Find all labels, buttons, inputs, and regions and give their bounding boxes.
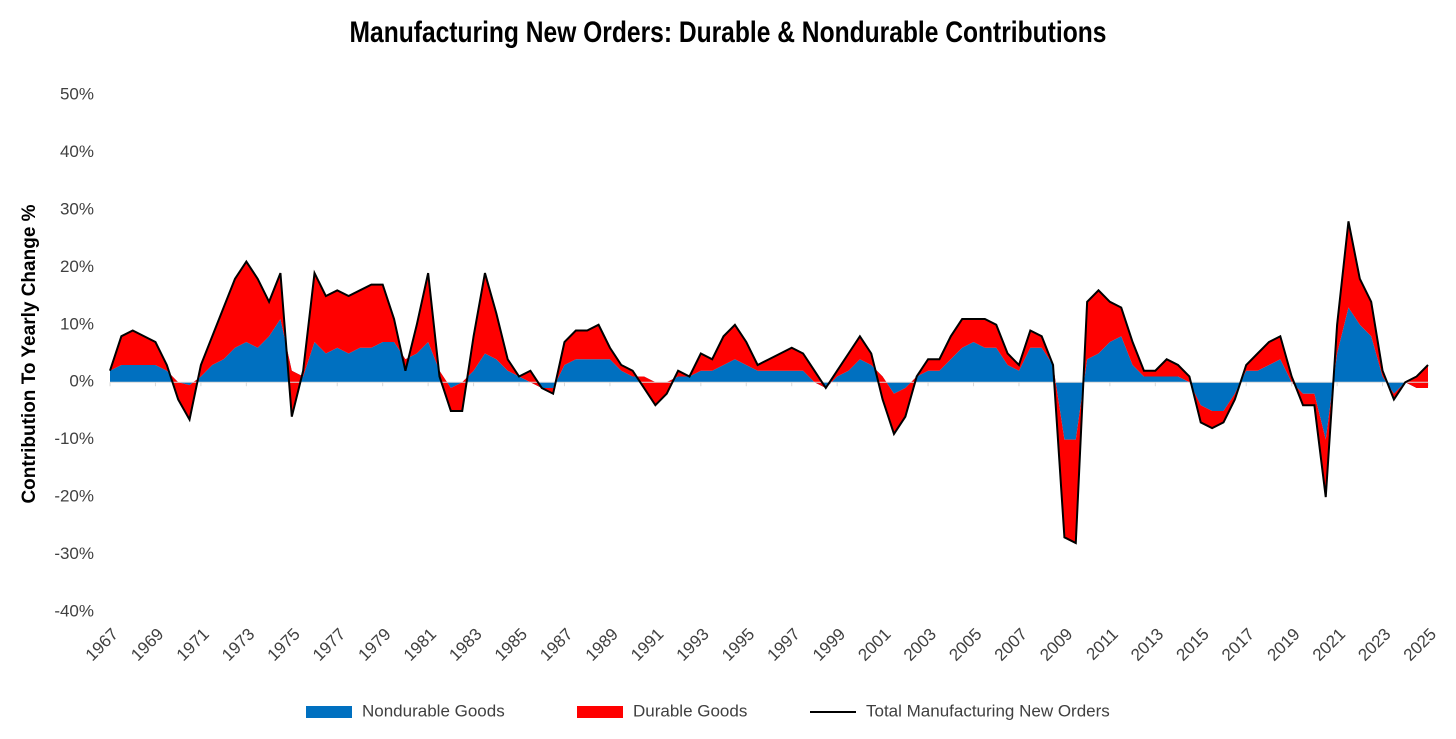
legend-swatch: [306, 706, 352, 718]
y-tick-label: 30%: [60, 199, 94, 218]
x-tick-label: 1991: [627, 625, 667, 665]
x-tick-label: 2017: [1218, 625, 1258, 665]
x-tick-label: 1985: [491, 625, 531, 665]
x-tick-label: 1977: [309, 625, 349, 665]
y-tick-label: -30%: [54, 544, 94, 563]
x-tick-label: 2025: [1400, 625, 1440, 665]
y-tick-label: 0%: [69, 372, 94, 391]
line: [109, 221, 1429, 545]
x-tick-label: 1971: [173, 625, 213, 665]
x-tick-label: 1999: [809, 625, 849, 665]
x-tick-label: 1967: [82, 625, 122, 665]
y-tick-label: -20%: [54, 487, 94, 506]
x-tick-label: 1973: [218, 625, 258, 665]
x-tick-label: 1969: [127, 625, 167, 665]
x-tick-label: 1989: [582, 625, 622, 665]
y-tick-label: -10%: [54, 429, 94, 448]
x-tick-label: 2013: [1127, 625, 1167, 665]
y-tick-label: -40%: [54, 601, 94, 620]
x-tick-label: 2005: [945, 625, 985, 665]
x-tick-label: 2001: [854, 625, 894, 665]
x-tick-label: 1987: [536, 625, 576, 665]
y-axis-label: Contribution To Yearly Change %: [19, 204, 40, 503]
legend-swatch: [577, 706, 623, 718]
x-tick-label: 2003: [900, 625, 940, 665]
y-tick-label: 40%: [60, 142, 94, 161]
legend-label: Nondurable Goods: [362, 701, 505, 720]
y-tick-label: 10%: [60, 314, 94, 333]
x-tick-label: 1981: [400, 625, 440, 665]
x-tick-label: 1997: [764, 625, 804, 665]
chart-title: Manufacturing New Orders: Durable & Nond…: [350, 15, 1107, 49]
x-tick-label: 2019: [1263, 625, 1303, 665]
x-tick-label: 1975: [264, 625, 304, 665]
y-tick-label: 50%: [60, 84, 94, 103]
x-tick-label: 2011: [1083, 625, 1122, 664]
x-tick-label: 1993: [673, 625, 713, 665]
x-tick-label: 2023: [1354, 625, 1394, 665]
x-tick-label: 2015: [1173, 625, 1213, 665]
y-tick-label: 20%: [60, 257, 94, 276]
x-tick-label: 2021: [1309, 625, 1349, 665]
x-tick-label: 2009: [1036, 625, 1076, 665]
legend-label: Total Manufacturing New Orders: [866, 701, 1110, 720]
x-tick-label: 1995: [718, 625, 758, 665]
legend-label: Durable Goods: [633, 701, 747, 720]
x-tick-label: 1983: [445, 625, 485, 665]
x-tick-label: 1979: [355, 625, 395, 665]
x-tick-label: 2007: [991, 625, 1031, 665]
area: [110, 221, 1428, 544]
area: [110, 307, 1428, 440]
